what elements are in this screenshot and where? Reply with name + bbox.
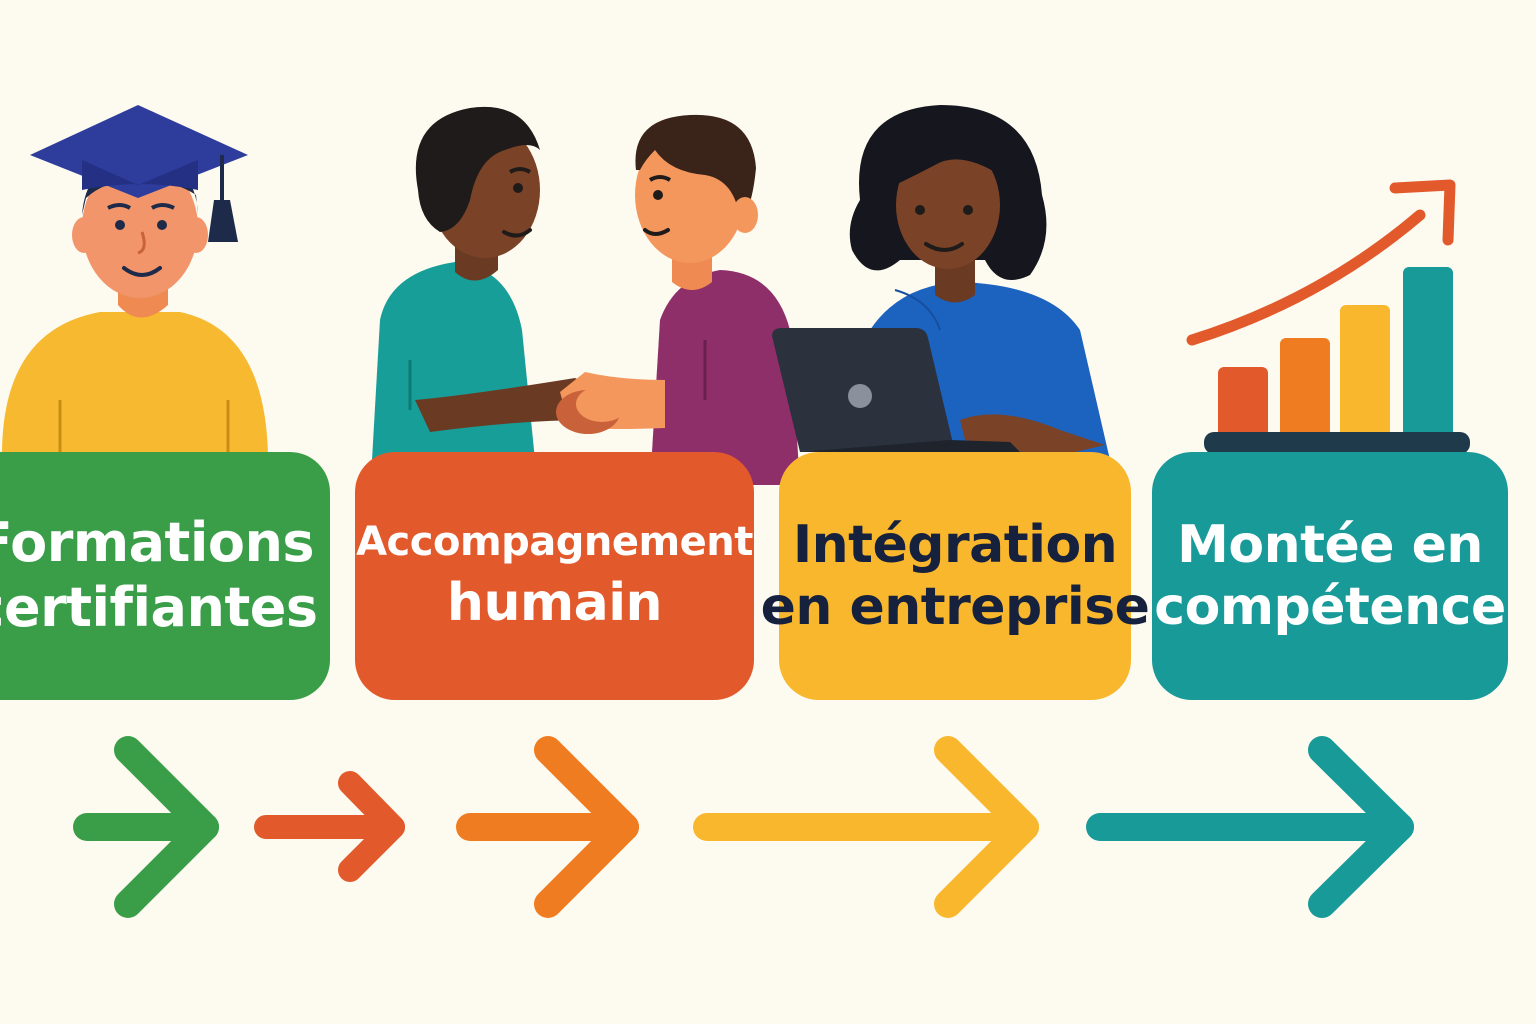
step-4-line2: compétence bbox=[1154, 577, 1506, 637]
arrow-right-icon bbox=[456, 736, 639, 918]
step-1-line2: certifiantes bbox=[0, 576, 318, 639]
step-card-integration: Intégration en entreprise bbox=[761, 452, 1150, 700]
step-3-line2: en entreprise bbox=[760, 577, 1150, 637]
arrow-right-icon bbox=[1086, 736, 1414, 918]
step-card-formations: Formations certifiantes bbox=[0, 452, 330, 700]
step-2-line2: humain bbox=[446, 572, 663, 633]
step-card-accompagnement: Accompagnement humain bbox=[355, 452, 754, 700]
handshake-illustration bbox=[372, 106, 800, 485]
arrow-right-icon bbox=[254, 771, 405, 882]
growth-bar-chart-illustration bbox=[1186, 179, 1470, 454]
arrow-right-icon bbox=[693, 736, 1039, 918]
step-4-line1: Montée en bbox=[1177, 514, 1483, 575]
graduate-student-illustration bbox=[2, 105, 268, 455]
step-1-line1: Formations bbox=[0, 511, 315, 575]
woman-laptop-illustration bbox=[772, 105, 1110, 460]
step-3-line1: Intégration bbox=[792, 514, 1118, 575]
step-card-montee: Montée en compétence bbox=[1152, 452, 1508, 700]
arrow-right-icon bbox=[73, 736, 219, 918]
step-2-line1: Accompagnement bbox=[356, 518, 753, 565]
